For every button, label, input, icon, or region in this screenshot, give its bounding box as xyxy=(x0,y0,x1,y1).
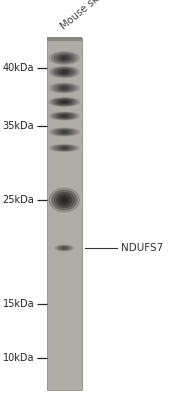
Ellipse shape xyxy=(52,113,77,119)
Text: 35kDa: 35kDa xyxy=(3,121,34,131)
Ellipse shape xyxy=(52,145,77,151)
Ellipse shape xyxy=(54,54,74,62)
Ellipse shape xyxy=(49,188,80,212)
Ellipse shape xyxy=(62,71,67,73)
Ellipse shape xyxy=(62,131,67,133)
Ellipse shape xyxy=(52,190,77,210)
Ellipse shape xyxy=(59,100,69,104)
Bar xyxy=(47,38,82,390)
Ellipse shape xyxy=(49,144,80,152)
Text: NDUFS7: NDUFS7 xyxy=(121,243,163,253)
Ellipse shape xyxy=(54,85,74,91)
Ellipse shape xyxy=(54,192,74,208)
Ellipse shape xyxy=(49,98,80,106)
Ellipse shape xyxy=(55,245,74,251)
Ellipse shape xyxy=(54,113,74,119)
Text: 40kDa: 40kDa xyxy=(3,63,34,73)
Ellipse shape xyxy=(58,246,71,250)
Ellipse shape xyxy=(52,67,77,77)
Ellipse shape xyxy=(49,66,80,78)
Ellipse shape xyxy=(52,53,77,63)
Ellipse shape xyxy=(57,114,72,118)
Ellipse shape xyxy=(57,100,72,104)
Ellipse shape xyxy=(59,86,69,90)
Ellipse shape xyxy=(57,69,72,75)
Text: Mouse skeletal muscle: Mouse skeletal muscle xyxy=(59,0,152,32)
Ellipse shape xyxy=(62,57,67,59)
Ellipse shape xyxy=(54,146,74,150)
Ellipse shape xyxy=(59,56,69,60)
Ellipse shape xyxy=(59,246,69,250)
Bar xyxy=(47,37,82,41)
Ellipse shape xyxy=(52,84,77,92)
Ellipse shape xyxy=(59,147,69,149)
Ellipse shape xyxy=(57,194,72,206)
Ellipse shape xyxy=(54,68,74,76)
Ellipse shape xyxy=(56,246,73,250)
Text: 10kDa: 10kDa xyxy=(3,353,34,363)
Ellipse shape xyxy=(57,146,72,150)
Ellipse shape xyxy=(49,112,80,120)
Ellipse shape xyxy=(59,70,69,74)
Ellipse shape xyxy=(54,129,74,135)
Ellipse shape xyxy=(62,101,67,103)
Ellipse shape xyxy=(57,130,72,134)
Ellipse shape xyxy=(59,196,69,204)
Text: 25kDa: 25kDa xyxy=(2,195,34,205)
Ellipse shape xyxy=(62,87,67,89)
Ellipse shape xyxy=(52,98,77,106)
Ellipse shape xyxy=(59,115,69,117)
Ellipse shape xyxy=(57,86,72,90)
Ellipse shape xyxy=(62,198,67,202)
Ellipse shape xyxy=(49,52,80,64)
Ellipse shape xyxy=(59,131,69,133)
Ellipse shape xyxy=(61,247,68,249)
Ellipse shape xyxy=(57,55,72,61)
Ellipse shape xyxy=(49,128,80,136)
Ellipse shape xyxy=(62,115,67,117)
Ellipse shape xyxy=(52,129,77,135)
Ellipse shape xyxy=(62,148,67,149)
Ellipse shape xyxy=(54,99,74,105)
Ellipse shape xyxy=(49,83,80,93)
Text: 15kDa: 15kDa xyxy=(3,299,34,309)
